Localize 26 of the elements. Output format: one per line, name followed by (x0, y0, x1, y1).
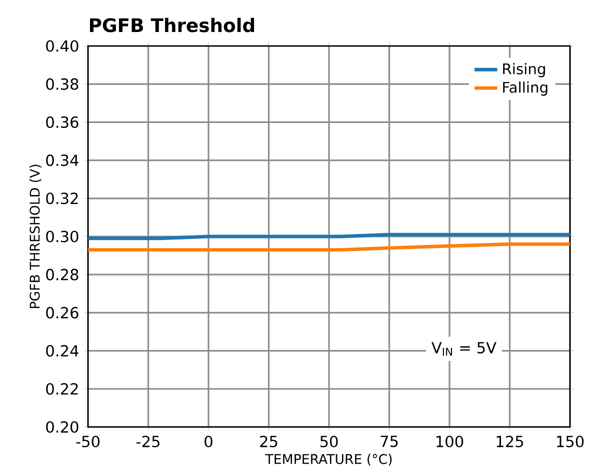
legend-label: Rising (503, 63, 545, 78)
legend-label: Falling (503, 82, 548, 96)
chart-title: PGFB Threshold (90, 18, 254, 32)
y-tick-label: 0.24 (46, 344, 78, 357)
x-tick-label: 75 (380, 436, 398, 448)
y-tick-label: 0.34 (46, 154, 78, 166)
x-tick-label: 50 (320, 436, 338, 448)
y-tick-label: 0.30 (46, 230, 78, 242)
x-tick-label: 150 (557, 436, 584, 448)
y-tick-label: 0.26 (46, 306, 78, 318)
x-tick-label: 100 (436, 436, 464, 448)
y-tick-label: 0.36 (46, 116, 78, 128)
x-tick-label: -50 (76, 436, 100, 448)
x-axis-title: TEMPERATURE (°C) (265, 454, 392, 466)
y-axis-title: PGFB THRESHOLD (V) (29, 164, 42, 308)
x-tick-label: 0 (204, 436, 212, 448)
x-tick-label: 125 (496, 436, 524, 448)
x-tick-label: -25 (136, 436, 160, 448)
y-tick-label: 0.38 (46, 78, 78, 90)
y-tick-label: 0.28 (46, 268, 78, 280)
y-tick-label: 0.22 (46, 383, 78, 395)
y-tick-label: 0.32 (46, 192, 78, 204)
y-tick-label: 0.40 (46, 40, 78, 52)
x-tick-label: 25 (260, 436, 278, 448)
annotation: V$_{IN}$ = 5V (431, 342, 496, 356)
y-tick-label: 0.20 (46, 421, 78, 433)
